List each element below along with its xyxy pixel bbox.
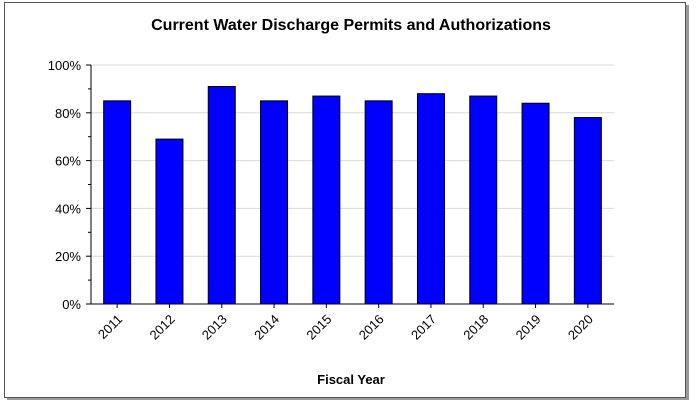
bar-2016 <box>364 100 393 305</box>
bar-2019 <box>521 102 550 305</box>
bar-2014 <box>260 100 289 305</box>
bar-2017 <box>416 93 445 305</box>
x-tick-label: 2019 <box>513 312 544 343</box>
y-tick-label: 100% <box>48 58 82 73</box>
y-tick-label: 0% <box>62 297 81 312</box>
bar-2015 <box>312 95 341 305</box>
x-tick-label: 2012 <box>147 312 178 343</box>
x-tick-label: 2020 <box>565 312 596 343</box>
bar-chart: Current Water Discharge Permits and Auth… <box>48 17 614 387</box>
chart-frame: Current Water Discharge Permits and Auth… <box>4 2 686 398</box>
x-tick-label: 2017 <box>408 312 439 343</box>
x-tick-label: 2013 <box>199 312 230 343</box>
bars <box>103 86 602 305</box>
x-tick-label: 2018 <box>460 312 491 343</box>
x-axis-title: Fiscal Year <box>317 372 385 387</box>
x-tick-label: 2014 <box>251 312 282 343</box>
y-tick-label: 60% <box>55 154 81 169</box>
bar-2018 <box>469 95 498 305</box>
x-tick-label: 2011 <box>95 312 125 342</box>
y-axis-ticks: 0% 20% 40% 60% 80% 100% <box>48 58 91 312</box>
x-tick-label: 2016 <box>356 312 387 343</box>
x-axis-ticks: 2011 2012 2013 2014 2015 2016 2017 2018 2019 2020 <box>95 304 596 343</box>
chart-title: Current Water Discharge Permits and Auth… <box>151 17 551 34</box>
y-tick-label: 80% <box>55 106 81 121</box>
y-tick-label: 40% <box>55 201 81 216</box>
bar-2011 <box>103 100 132 305</box>
bar-2013 <box>207 86 236 305</box>
bar-2012 <box>155 138 184 305</box>
x-tick-label: 2015 <box>303 312 334 343</box>
bar-2020 <box>573 117 602 305</box>
y-tick-label: 20% <box>55 249 81 264</box>
